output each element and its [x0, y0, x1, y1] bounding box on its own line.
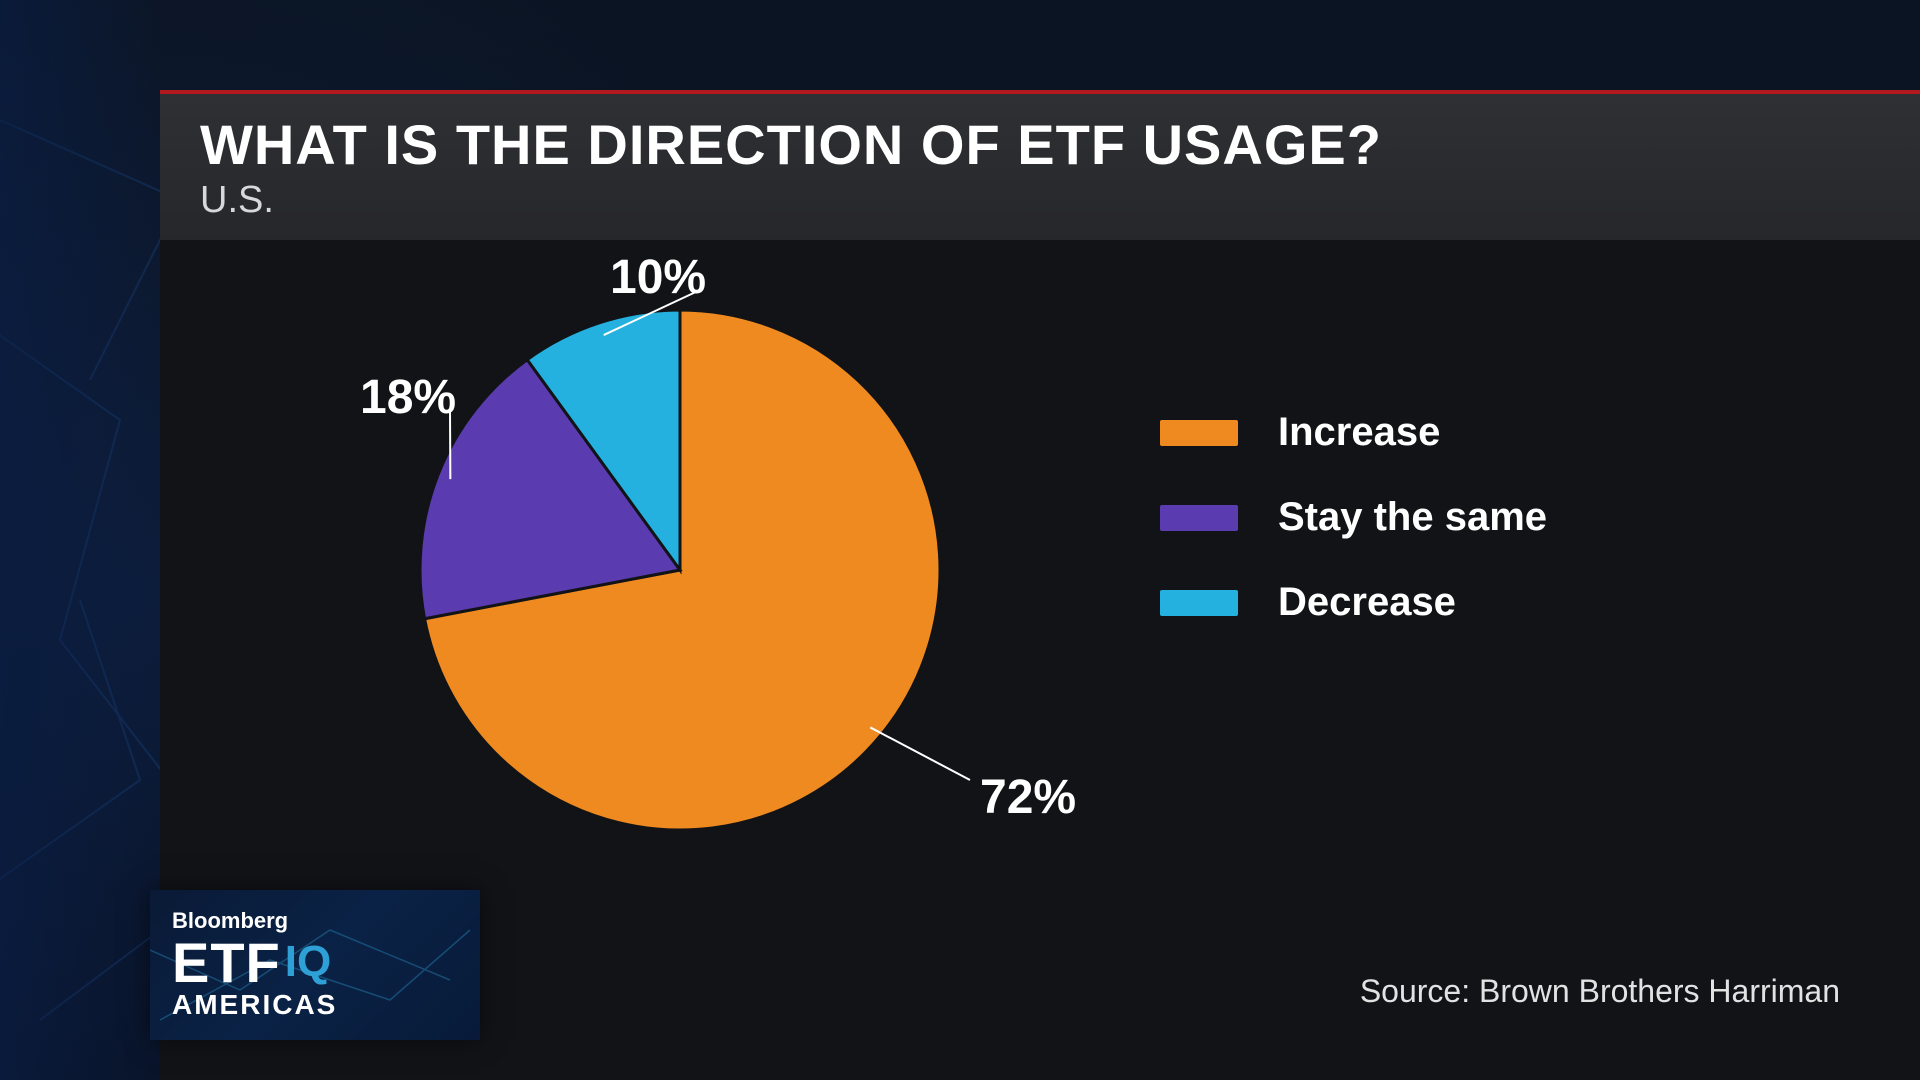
- pie-chart: 72%18%10%: [420, 310, 940, 830]
- badge-show-iq: IQ: [285, 937, 331, 986]
- pie-slice-label: 10%: [610, 250, 706, 305]
- legend-label: Decrease: [1278, 580, 1456, 625]
- pie-slice-label: 18%: [360, 370, 456, 425]
- source-attribution: Source: Brown Brothers Harriman: [1360, 973, 1840, 1010]
- badge-show: ETFIQ: [172, 930, 458, 995]
- legend-item: Increase: [1160, 410, 1547, 455]
- legend-item: Decrease: [1160, 580, 1547, 625]
- badge-region: AMERICAS: [172, 989, 458, 1021]
- source-text: Brown Brothers Harriman: [1479, 973, 1840, 1009]
- channel-badge: Bloomberg ETFIQ AMERICAS: [150, 890, 480, 1040]
- title-bar: WHAT IS THE DIRECTION OF ETF USAGE? U.S.: [160, 90, 1920, 240]
- legend-swatch: [1160, 590, 1238, 616]
- chart-title: WHAT IS THE DIRECTION OF ETF USAGE?: [200, 112, 1880, 177]
- source-prefix: Source:: [1360, 973, 1479, 1009]
- badge-show-etf: ETF: [172, 931, 281, 994]
- pie-leader-line: [870, 727, 970, 780]
- pie-slice-label: 72%: [980, 770, 1076, 825]
- legend-label: Increase: [1278, 410, 1440, 455]
- legend-item: Stay the same: [1160, 495, 1547, 540]
- chart-subtitle: U.S.: [200, 179, 1880, 222]
- legend: Increase Stay the same Decrease: [1160, 410, 1547, 665]
- legend-swatch: [1160, 420, 1238, 446]
- left-gutter: [0, 0, 160, 1080]
- legend-swatch: [1160, 505, 1238, 531]
- legend-label: Stay the same: [1278, 495, 1547, 540]
